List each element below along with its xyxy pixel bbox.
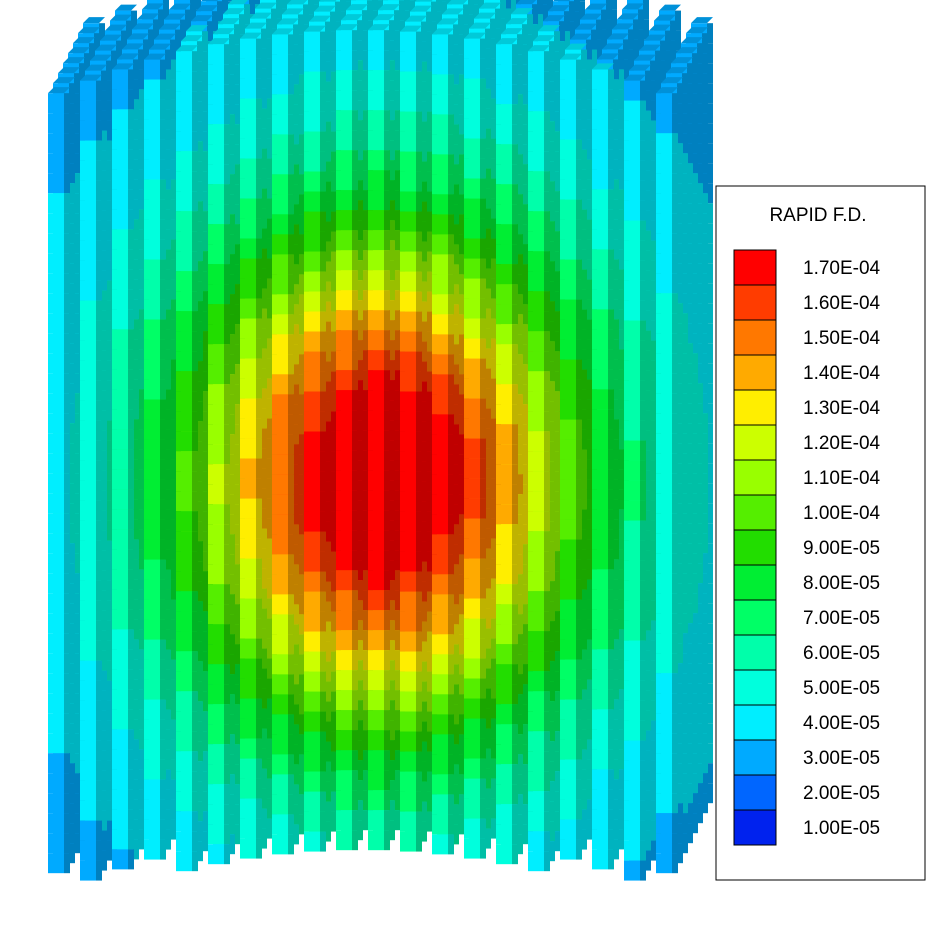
rod-top [659,5,681,11]
rod-bundle [48,0,713,881]
rod-top [691,17,713,23]
rod-top [83,17,105,23]
rod-top [115,5,137,11]
